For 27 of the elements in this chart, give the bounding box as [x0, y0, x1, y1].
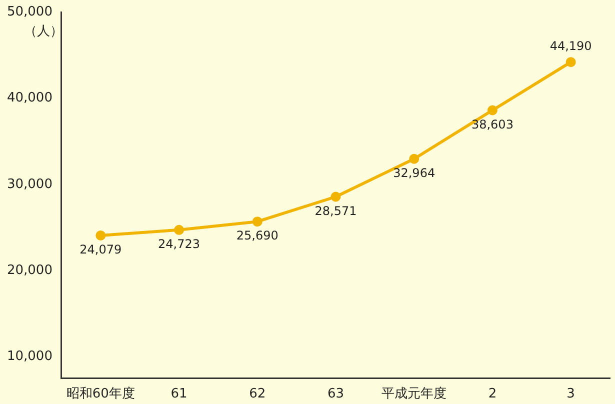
point: [252, 216, 262, 227]
y-tick-label: 40,000: [6, 90, 52, 106]
point: [487, 105, 498, 116]
point: [409, 154, 420, 164]
data-label: 28,571: [314, 204, 357, 218]
x-tick-label: 63: [327, 386, 344, 402]
y-tick-label: 30,000: [6, 176, 52, 192]
x-tick-label: 62: [249, 386, 266, 402]
data-label: 24,723: [158, 237, 200, 252]
y-tick-label: 20,000: [6, 263, 52, 278]
point: [330, 192, 341, 202]
x-tick-label: 2: [488, 386, 497, 402]
point: [96, 230, 106, 240]
x-tick-label: 平成元年度: [382, 386, 447, 402]
data-label: 32,964: [393, 166, 436, 180]
data-label: 44,190: [550, 39, 592, 54]
x-tick-label: 61: [170, 386, 188, 402]
data-label: 24,079: [80, 242, 122, 257]
data-label: 25,690: [236, 228, 278, 243]
y-tick-label: 50,000: [6, 4, 52, 20]
data-label: 38,603: [471, 117, 514, 132]
point: [174, 224, 184, 235]
x-tick-label: 昭和60年度: [66, 386, 135, 402]
y-axis-title: （人）: [24, 23, 63, 40]
x-tick-label: 3: [566, 386, 575, 402]
point: [566, 57, 576, 68]
y-tick-label: 10,000: [6, 349, 52, 364]
